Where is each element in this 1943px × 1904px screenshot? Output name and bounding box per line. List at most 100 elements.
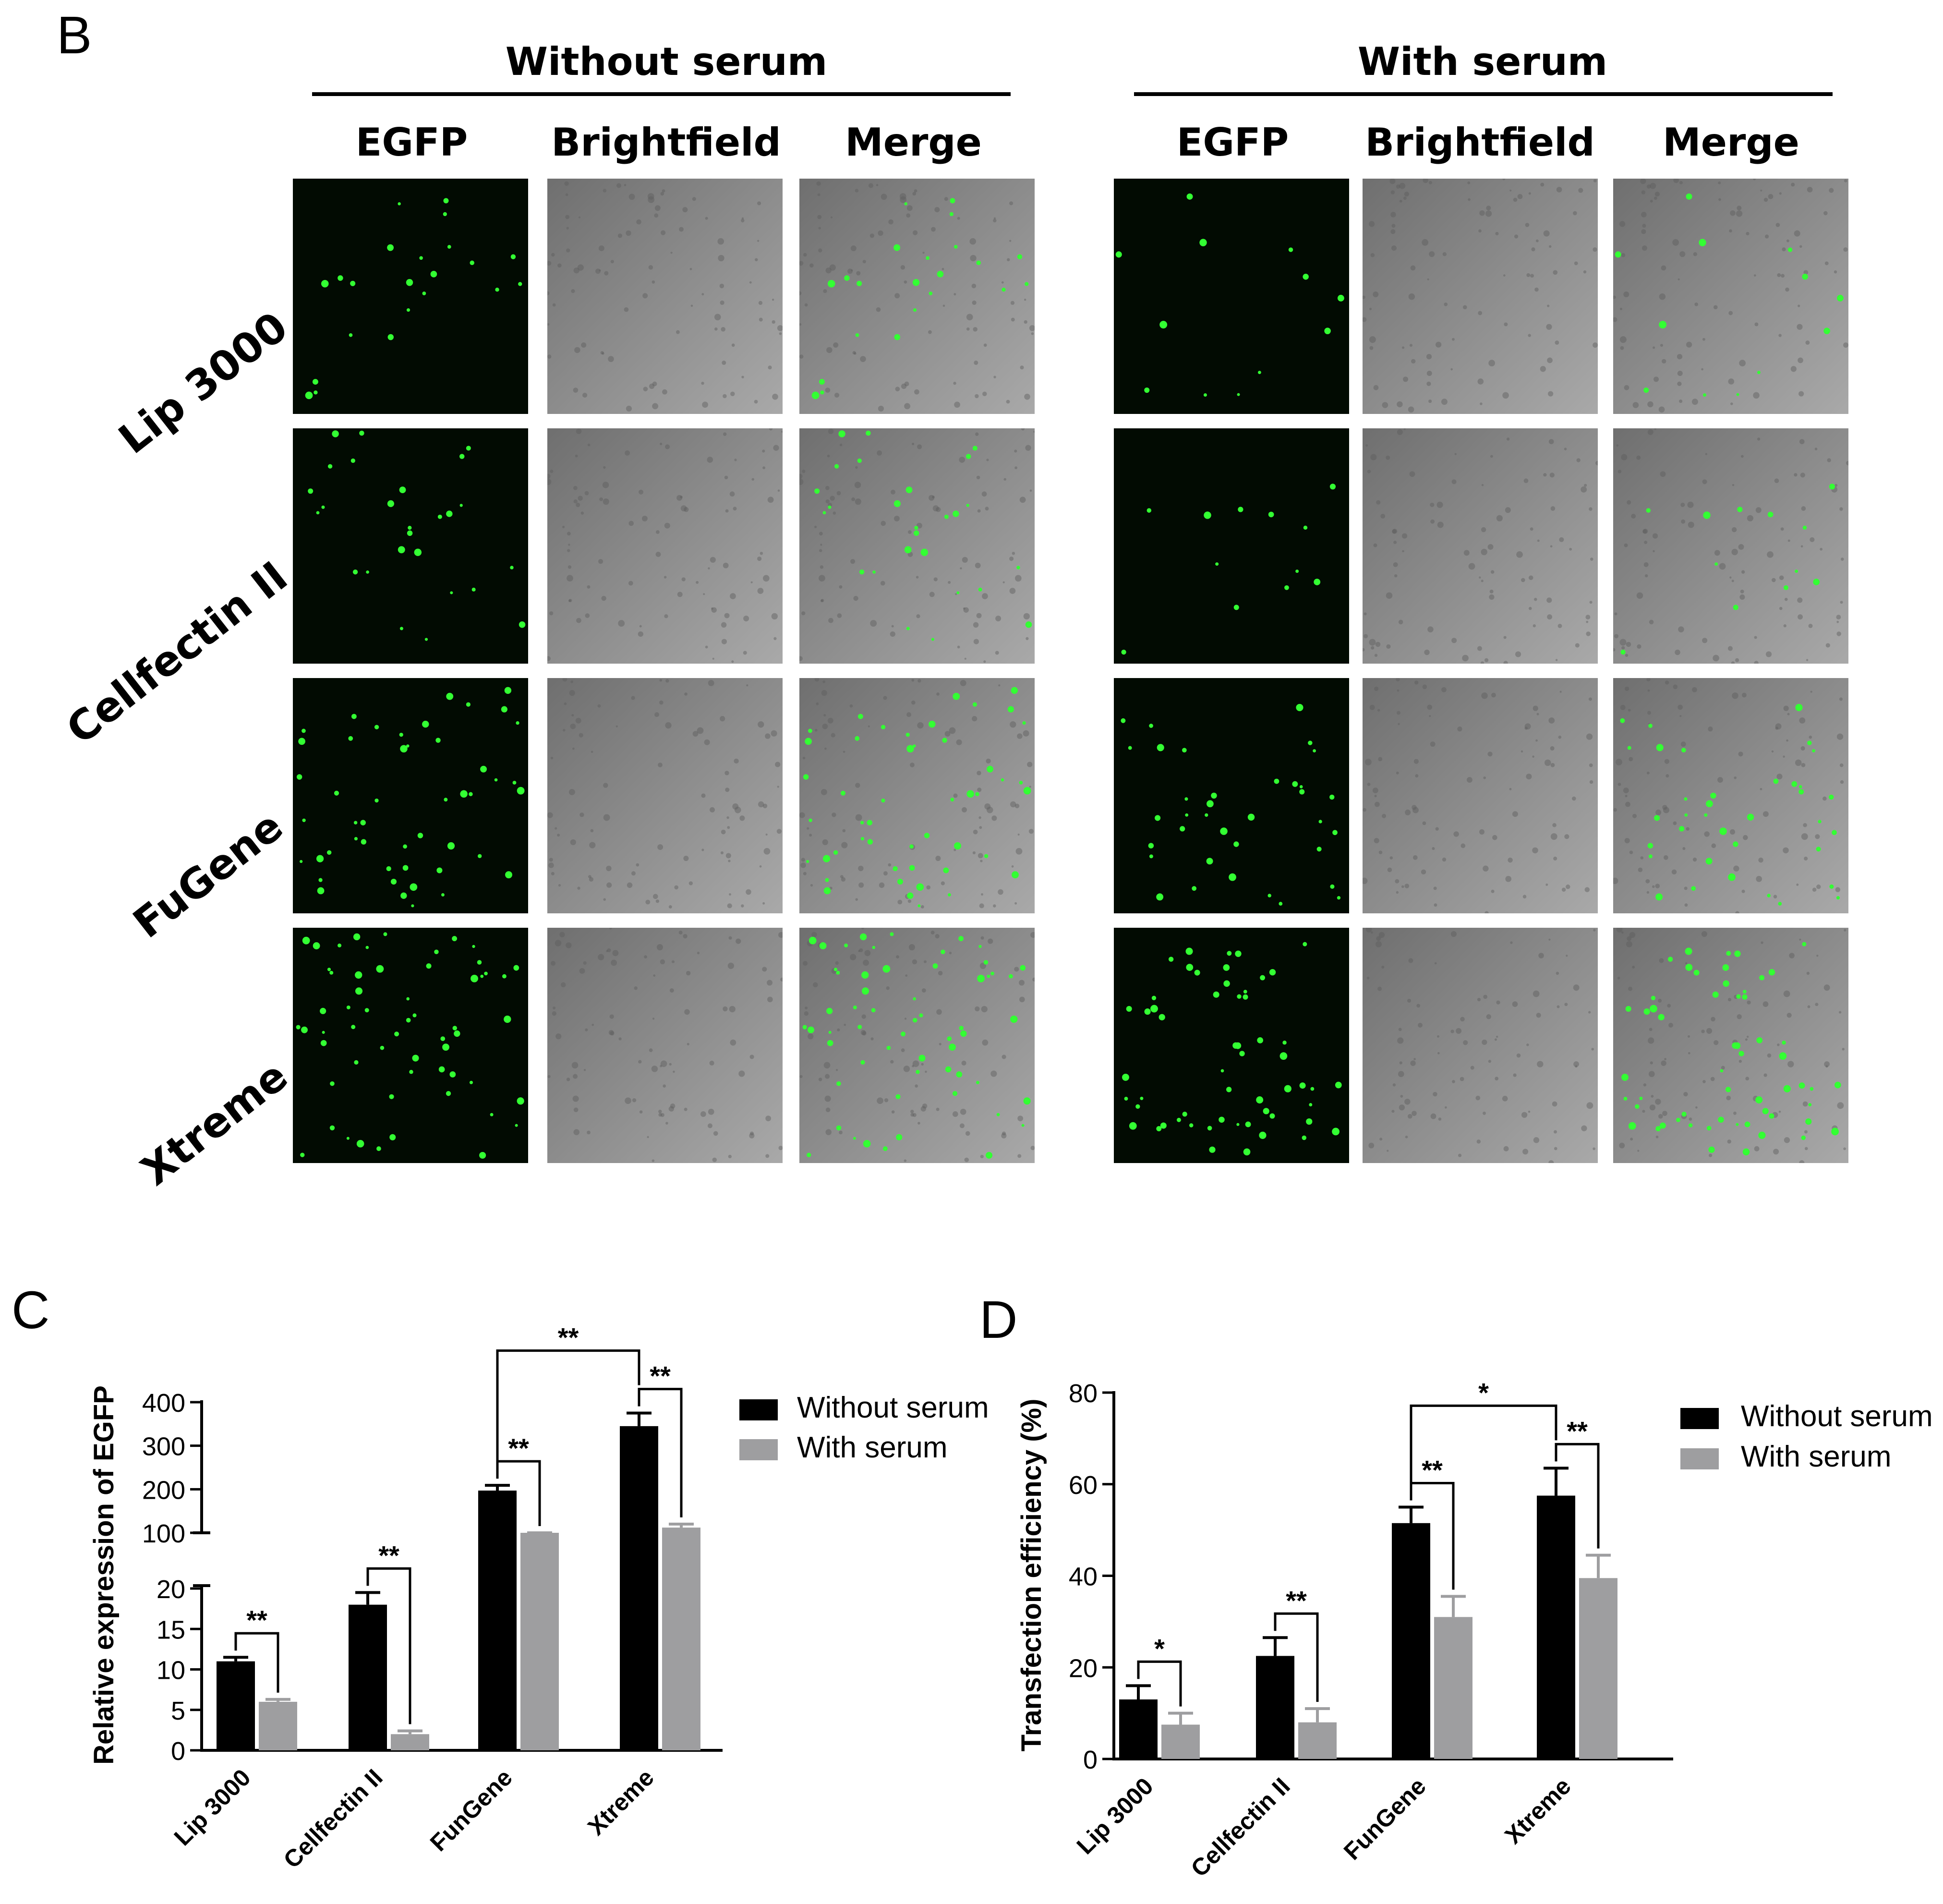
- x-category-label: Cellfectin II: [278, 1764, 388, 1873]
- bar-with-serum-1: [1298, 1722, 1337, 1759]
- row-label-cellfectin: Cellfectin II: [58, 552, 297, 754]
- row-label-lip3000: Lip 3000: [110, 303, 297, 463]
- col-title-merge-1: Merge: [845, 120, 982, 165]
- micrograph-without_serum-egfp-0: [293, 179, 528, 414]
- micrograph-without_serum-merge-1: [799, 428, 1035, 664]
- y-axis-label: Relative expression of EGFP: [88, 1385, 120, 1765]
- significance-label: **: [1567, 1416, 1588, 1446]
- legend-d-swatch-without: [1680, 1408, 1719, 1429]
- micrograph-with_serum-egfp-3: [1114, 928, 1349, 1163]
- significance-bracket: [234, 1632, 279, 1693]
- significance-label: **: [1286, 1585, 1307, 1615]
- y-axis-label: Transfection efficiency (%): [1016, 1399, 1047, 1752]
- micrograph-without_serum-egfp-2: [293, 678, 528, 913]
- bar-with-serum-3: [662, 1528, 700, 1750]
- micrograph-with_serum-brightfield-1: [1363, 428, 1598, 664]
- significance-label: *: [1154, 1633, 1165, 1663]
- significance-bracket: [638, 1388, 683, 1517]
- micrograph-without_serum-egfp-3: [293, 928, 528, 1163]
- significance-bracket: [1555, 1443, 1600, 1549]
- chart-c-egfp-expression: Relative expression of EGFP 0 5 10 15 20 100 20…: [88, 1322, 723, 1873]
- x-category-label: Xtreme: [582, 1764, 659, 1840]
- micrograph-with_serum-egfp-0: [1114, 179, 1349, 414]
- micrograph-with_serum-merge-2: [1613, 678, 1848, 913]
- legend-c-label-with: With serum: [797, 1431, 948, 1464]
- significance-label: *: [1478, 1377, 1489, 1407]
- bar-without-serum-3: [620, 1426, 658, 1750]
- bar-with-serum-0: [1161, 1724, 1200, 1759]
- legend-d-label-without: Without serum: [1741, 1400, 1933, 1433]
- bar-without-serum-1: [1256, 1656, 1294, 1759]
- y-tick-label: 80: [1069, 1379, 1098, 1408]
- bar-with-serum-3: [1579, 1578, 1617, 1759]
- col-title-egfp-2: EGFP: [1176, 120, 1289, 165]
- col-title-merge-2: Merge: [1663, 120, 1799, 165]
- legend-c-swatch-with: [739, 1439, 778, 1460]
- bar-with-serum-1: [391, 1734, 429, 1750]
- significance-label: **: [558, 1322, 579, 1353]
- x-category-label: FunGene: [425, 1764, 518, 1856]
- y-tick-label: 5: [171, 1697, 185, 1725]
- y-tick-label: 60: [1069, 1471, 1098, 1500]
- significance-bracket: [1410, 1404, 1557, 1501]
- significance-label: **: [378, 1540, 399, 1570]
- panel-d-letter: D: [979, 1290, 1018, 1349]
- legend-c-label-without: Without serum: [797, 1391, 989, 1424]
- y-tick-label: 100: [142, 1519, 185, 1548]
- group-rule-with-serum: [1134, 92, 1833, 96]
- col-title-egfp-1: EGFP: [355, 120, 468, 165]
- y-tick-label: 20: [1069, 1654, 1098, 1683]
- y-tick-label: 400: [142, 1389, 185, 1418]
- significance-bracket: [366, 1567, 411, 1724]
- micrograph-without_serum-brightfield-3: [547, 928, 783, 1163]
- legend-d-swatch-with: [1680, 1448, 1719, 1469]
- bar-with-serum-2: [1434, 1617, 1472, 1759]
- micrograph-with_serum-merge-3: [1613, 928, 1848, 1163]
- micrograph-without_serum-brightfield-1: [547, 428, 783, 664]
- row-label-xtreme: Xtreme: [132, 1052, 297, 1195]
- bar-without-serum-2: [478, 1491, 517, 1750]
- col-title-brightfield-2: Brightfield: [1365, 120, 1595, 165]
- bar-without-serum-1: [349, 1604, 387, 1750]
- group-title-with-serum: With serum: [1357, 39, 1608, 84]
- x-category-label: FunGene: [1339, 1772, 1431, 1865]
- y-tick-label: 20: [157, 1575, 185, 1604]
- micrograph-without_serum-brightfield-0: [547, 179, 783, 414]
- panel-b-letter: B: [57, 6, 92, 65]
- y-tick-label: 40: [1069, 1563, 1098, 1591]
- col-title-brightfield-1: Brightfield: [551, 120, 781, 165]
- significance-bracket: [1137, 1660, 1182, 1707]
- panel-c-letter: C: [12, 1281, 50, 1340]
- y-tick-label: 0: [171, 1737, 185, 1766]
- y-tick-label: 15: [157, 1615, 185, 1644]
- micrograph-with_serum-merge-0: [1613, 179, 1848, 414]
- bar-with-serum-0: [259, 1701, 297, 1750]
- significance-label: **: [650, 1361, 671, 1391]
- y-tick-label: 200: [142, 1476, 185, 1504]
- group-rule-without-serum: [312, 92, 1011, 96]
- micrograph-with_serum-egfp-1: [1114, 428, 1349, 664]
- y-tick-label: 0: [1083, 1746, 1098, 1774]
- row-label-fugene: FuGene: [124, 802, 292, 948]
- micrograph-with_serum-merge-1: [1613, 428, 1848, 664]
- micrograph-without_serum-egfp-1: [293, 428, 528, 664]
- bar-without-serum-3: [1537, 1495, 1575, 1759]
- x-category-label: Cellfectin II: [1186, 1772, 1295, 1882]
- micrograph-without_serum-merge-0: [799, 179, 1035, 414]
- y-tick-label: 300: [142, 1432, 185, 1461]
- chart-d-transfection-efficiency: Transfection efficiency (%) 0 20 40 60 80 Lip …: [1016, 1377, 1673, 1882]
- x-category-label: Lip 3000: [169, 1764, 256, 1851]
- significance-label: **: [1422, 1455, 1443, 1485]
- bar-without-serum-0: [217, 1661, 255, 1750]
- bar-with-serum-2: [520, 1533, 559, 1750]
- x-category-label: Lip 3000: [1072, 1772, 1159, 1859]
- micrograph-without_serum-merge-3: [799, 928, 1035, 1163]
- significance-label: **: [246, 1605, 267, 1635]
- legend-c-swatch-without: [739, 1399, 778, 1420]
- x-category-label: Xtreme: [1499, 1772, 1576, 1849]
- significance-bracket: [496, 1349, 640, 1479]
- bar-without-serum-0: [1119, 1699, 1158, 1759]
- legend-d-label-with: With serum: [1741, 1440, 1892, 1473]
- micrograph-with_serum-brightfield-3: [1363, 928, 1598, 1163]
- significance-bracket: [1274, 1612, 1319, 1702]
